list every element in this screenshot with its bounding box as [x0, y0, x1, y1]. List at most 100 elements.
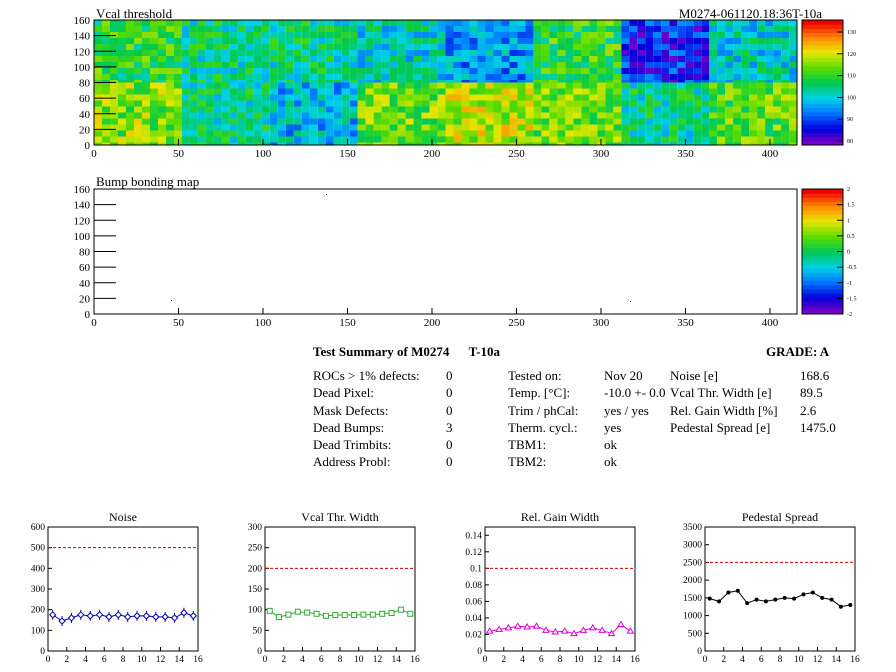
- heatmap-cell: [709, 44, 718, 50]
- heatmap-cell: [213, 136, 222, 143]
- y-tick-label: 0.04: [465, 614, 482, 624]
- heatmap-cell: [621, 112, 630, 119]
- heatmap-cell: [661, 94, 670, 101]
- heatmap-cell: [397, 50, 406, 56]
- heatmap-cell: [549, 136, 558, 143]
- heatmap-cell: [445, 94, 454, 101]
- heatmap-cell: [253, 142, 262, 145]
- heatmap-cell: [773, 88, 782, 95]
- heatmap-cell: [158, 56, 166, 62]
- heatmap-cell: [317, 130, 326, 137]
- heatmap-cell: [317, 44, 326, 50]
- heatmap-cell: [397, 44, 406, 50]
- heatmap-cell: [669, 26, 678, 32]
- heatmap-cell: [126, 44, 134, 50]
- bump-map-title: Bump bonding map: [96, 174, 199, 189]
- heatmap-cell: [533, 56, 542, 62]
- heatmap-cell: [245, 136, 254, 143]
- summary-col2-values: Nov 20 -10.0 +- 0.0 yes / yes yes ok ok: [604, 367, 666, 471]
- heatmap-cell: [357, 94, 366, 101]
- heatmap-cell: [533, 68, 542, 74]
- heatmap-cell: [589, 20, 598, 26]
- heatmap-cell: [317, 136, 326, 143]
- heatmap-cell: [229, 68, 238, 74]
- heatmap-cell: [669, 50, 678, 56]
- graph-pedestal-spread: Pedestal Spread0500100015002000250030003…: [683, 510, 860, 665]
- heatmap-cell: [325, 62, 334, 68]
- heatmap-cell: [629, 136, 638, 143]
- grade-label: GRADE: A: [766, 344, 830, 359]
- heatmap-cell: [293, 80, 302, 83]
- heatmap-cell: [781, 112, 790, 119]
- x-tick-label: 4: [740, 655, 745, 665]
- heatmap-cell: [701, 32, 710, 38]
- data-point: [313, 610, 320, 617]
- heatmap-cell: [685, 136, 694, 143]
- heatmap-cell: [373, 20, 382, 26]
- heatmap-cell: [181, 118, 190, 125]
- heatmap-cell: [261, 20, 270, 26]
- heatmap-cell: [773, 124, 782, 131]
- heatmap-cell: [501, 32, 510, 38]
- heatmap-cell: [357, 100, 366, 107]
- x-tick-label: 2: [281, 655, 286, 665]
- heatmap-cell: [309, 118, 318, 125]
- heatmap-cell: [333, 56, 342, 62]
- palette-tick-label: 120: [847, 52, 856, 58]
- heatmap-cell: [541, 38, 550, 44]
- heatmap-cell: [309, 26, 318, 32]
- heatmap-cell: [349, 20, 358, 26]
- heatmap-cell: [429, 136, 438, 143]
- heatmap-cell: [781, 124, 790, 131]
- heatmap-cell: [397, 130, 406, 137]
- heatmap-cell: [757, 68, 766, 74]
- summary-col2-label: Tested on:: [508, 368, 562, 383]
- heatmap-cell: [757, 38, 766, 44]
- palette-swatch: [802, 82, 843, 88]
- heatmap-cell: [469, 106, 478, 113]
- heatmap-cell: [229, 106, 238, 113]
- y-tick-label: 1500: [683, 594, 702, 604]
- heatmap-cell: [237, 68, 246, 74]
- heatmap-cell: [757, 100, 766, 107]
- heatmap-cell: [781, 94, 790, 101]
- heatmap-cell: [381, 50, 390, 56]
- heatmap-cell: [365, 94, 374, 101]
- heatmap-cell: [517, 106, 526, 113]
- heatmap-cell: [197, 74, 206, 80]
- heatmap-cell: [94, 32, 102, 38]
- heatmap-cell: [589, 38, 598, 44]
- heatmap-cell: [733, 32, 742, 38]
- heatmap-cell: [621, 136, 630, 143]
- heatmap-cell: [477, 112, 486, 119]
- heatmap-cell: [349, 88, 358, 95]
- heatmap-cell: [685, 118, 694, 125]
- heatmap-cell: [709, 112, 718, 119]
- heatmap-cell: [269, 106, 278, 113]
- heatmap-cell: [677, 142, 686, 145]
- heatmap-cell: [541, 88, 550, 95]
- heatmap-cell: [317, 82, 326, 89]
- heatmap-cell: [725, 74, 734, 80]
- heatmap-cell: [150, 82, 158, 89]
- heatmap-cell: [397, 74, 406, 80]
- heatmap-cell: [110, 136, 118, 143]
- summary-col2-label: TBM1:: [508, 437, 547, 453]
- palette-tick-label: 100: [847, 95, 856, 101]
- heatmap-cell: [333, 142, 342, 145]
- heatmap-cell: [757, 106, 766, 113]
- heatmap-cell: [557, 124, 566, 131]
- y-tick-label: 3000: [683, 541, 702, 551]
- heatmap-cell: [533, 112, 542, 119]
- heatmap-cell: [102, 62, 110, 68]
- heatmap-cell: [397, 82, 406, 89]
- heatmap-cell: [150, 62, 158, 68]
- heatmap-cell: [381, 74, 390, 80]
- heatmap-cell: [677, 20, 686, 26]
- heatmap-cell: [645, 106, 654, 113]
- heatmap-cell: [653, 62, 662, 68]
- heatmap-cell: [501, 88, 510, 95]
- heatmap-cell: [437, 50, 446, 56]
- heatmap-cell: [150, 106, 158, 113]
